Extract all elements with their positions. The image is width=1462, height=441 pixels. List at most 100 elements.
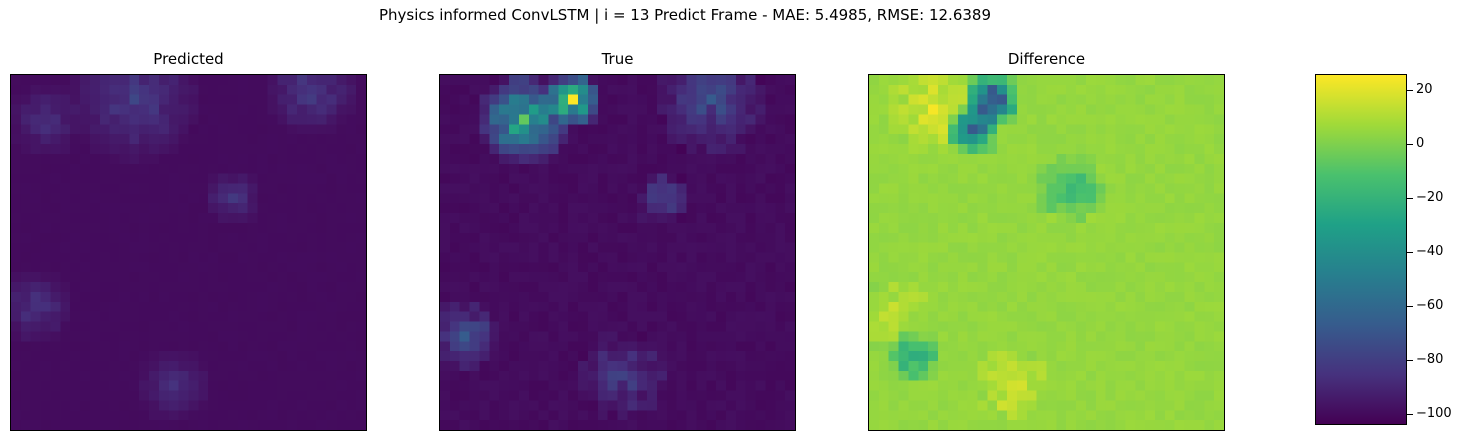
heatmap-cell — [1056, 222, 1067, 233]
heatmap-cell — [1036, 104, 1047, 115]
heatmap-cell — [60, 75, 71, 86]
heatmap-cell — [1105, 144, 1116, 155]
heatmap-cell — [666, 203, 677, 214]
heatmap-cell — [30, 351, 41, 362]
heatmap-cell — [518, 242, 529, 253]
heatmap-cell — [218, 203, 229, 214]
heatmap-cell — [785, 410, 795, 421]
heatmap-cell — [1016, 104, 1027, 115]
heatmap-cell — [898, 262, 909, 273]
heatmap-cell — [60, 242, 71, 253]
heatmap-cell — [528, 321, 539, 332]
heatmap-cell — [785, 360, 795, 372]
heatmap-cell — [1076, 420, 1087, 430]
heatmap-cell — [696, 232, 707, 243]
heatmap-cell — [1105, 380, 1116, 391]
heatmap-cell — [267, 104, 278, 115]
heatmap-cell — [908, 144, 919, 155]
heatmap-cell — [1046, 291, 1057, 303]
heatmap-cell — [1145, 321, 1156, 332]
heatmap-cell — [1184, 134, 1195, 145]
heatmap-cell — [20, 262, 31, 273]
heatmap-cell — [967, 114, 978, 125]
heatmap-cell — [277, 163, 288, 174]
heatmap-cell — [109, 232, 120, 243]
heatmap-cell — [755, 291, 766, 303]
heatmap-cell — [119, 213, 130, 224]
heatmap-cell — [198, 282, 209, 293]
heatmap-cell — [60, 222, 71, 233]
heatmap-cell — [558, 410, 569, 421]
heatmap-cell — [440, 390, 451, 401]
heatmap-cell — [1125, 282, 1136, 293]
heatmap-cell — [50, 114, 61, 125]
heatmap-cell — [469, 84, 480, 95]
heatmap-cell — [928, 370, 939, 381]
heatmap-cell — [119, 104, 130, 115]
heatmap-cell — [227, 173, 239, 184]
heatmap-cell — [70, 252, 81, 263]
heatmap-cell — [11, 173, 22, 184]
heatmap-cell — [656, 390, 668, 401]
heatmap-cell — [119, 360, 130, 372]
heatmap-cell — [168, 272, 179, 283]
heatmap-cell — [597, 183, 608, 194]
heatmap-cell — [928, 390, 939, 401]
heatmap-cell — [1174, 75, 1185, 86]
heatmap-cell — [1076, 163, 1087, 174]
heatmap-cell — [607, 252, 618, 263]
heatmap-cell — [1194, 104, 1205, 115]
heatmap-cell — [647, 114, 658, 125]
heatmap-cell — [869, 311, 880, 322]
heatmap-cell — [459, 193, 470, 204]
heatmap-cell — [158, 232, 169, 243]
heatmap-cell — [178, 370, 189, 381]
heatmap-cell — [479, 183, 490, 194]
heatmap-cell — [987, 301, 998, 312]
heatmap-cell — [538, 341, 549, 352]
heatmap-cell — [1135, 203, 1146, 214]
heatmap-cell — [957, 124, 968, 135]
heatmap-cell — [706, 124, 717, 135]
heatmap-cell — [326, 331, 337, 342]
heatmap-cell — [706, 114, 717, 125]
heatmap-cell — [785, 390, 795, 401]
heatmap-cell — [1026, 242, 1037, 253]
heatmap-cell — [489, 390, 500, 401]
heatmap-cell — [1056, 242, 1067, 253]
heatmap-cell — [1184, 420, 1195, 430]
heatmap-cell — [578, 311, 589, 322]
heatmap-cell — [1174, 173, 1185, 184]
heatmap-cell — [336, 360, 347, 372]
heatmap-cell — [637, 84, 648, 95]
heatmap-cell — [987, 84, 998, 95]
heatmap-cell — [70, 203, 81, 214]
heatmap-cell — [499, 262, 510, 273]
heatmap-cell — [656, 380, 668, 391]
heatmap-cell — [1115, 163, 1126, 174]
heatmap-cell — [1076, 380, 1087, 391]
heatmap-cell — [716, 232, 727, 243]
heatmap-cell — [1066, 272, 1077, 283]
heatmap-cell — [725, 203, 737, 214]
heatmap-cell — [898, 193, 909, 204]
heatmap-cell — [1194, 94, 1205, 105]
heatmap-cell — [627, 203, 638, 214]
heatmap-cell — [656, 124, 668, 135]
heatmap-cell — [518, 193, 529, 204]
heatmap-cell — [326, 193, 337, 204]
heatmap-cell — [987, 262, 998, 273]
heatmap-cell — [1105, 173, 1116, 184]
heatmap-cell — [356, 410, 366, 421]
heatmap-cell — [918, 311, 929, 322]
heatmap-cell — [40, 144, 51, 155]
heatmap-cell — [1036, 183, 1047, 194]
heatmap-cell — [1154, 301, 1166, 312]
heatmap-cell — [908, 84, 919, 95]
heatmap-cell — [1154, 232, 1166, 243]
heatmap-cell — [1135, 420, 1146, 430]
heatmap-cell — [158, 351, 169, 362]
heatmap-cell — [967, 351, 978, 362]
heatmap-cell — [647, 193, 658, 204]
heatmap-cell — [237, 213, 248, 224]
